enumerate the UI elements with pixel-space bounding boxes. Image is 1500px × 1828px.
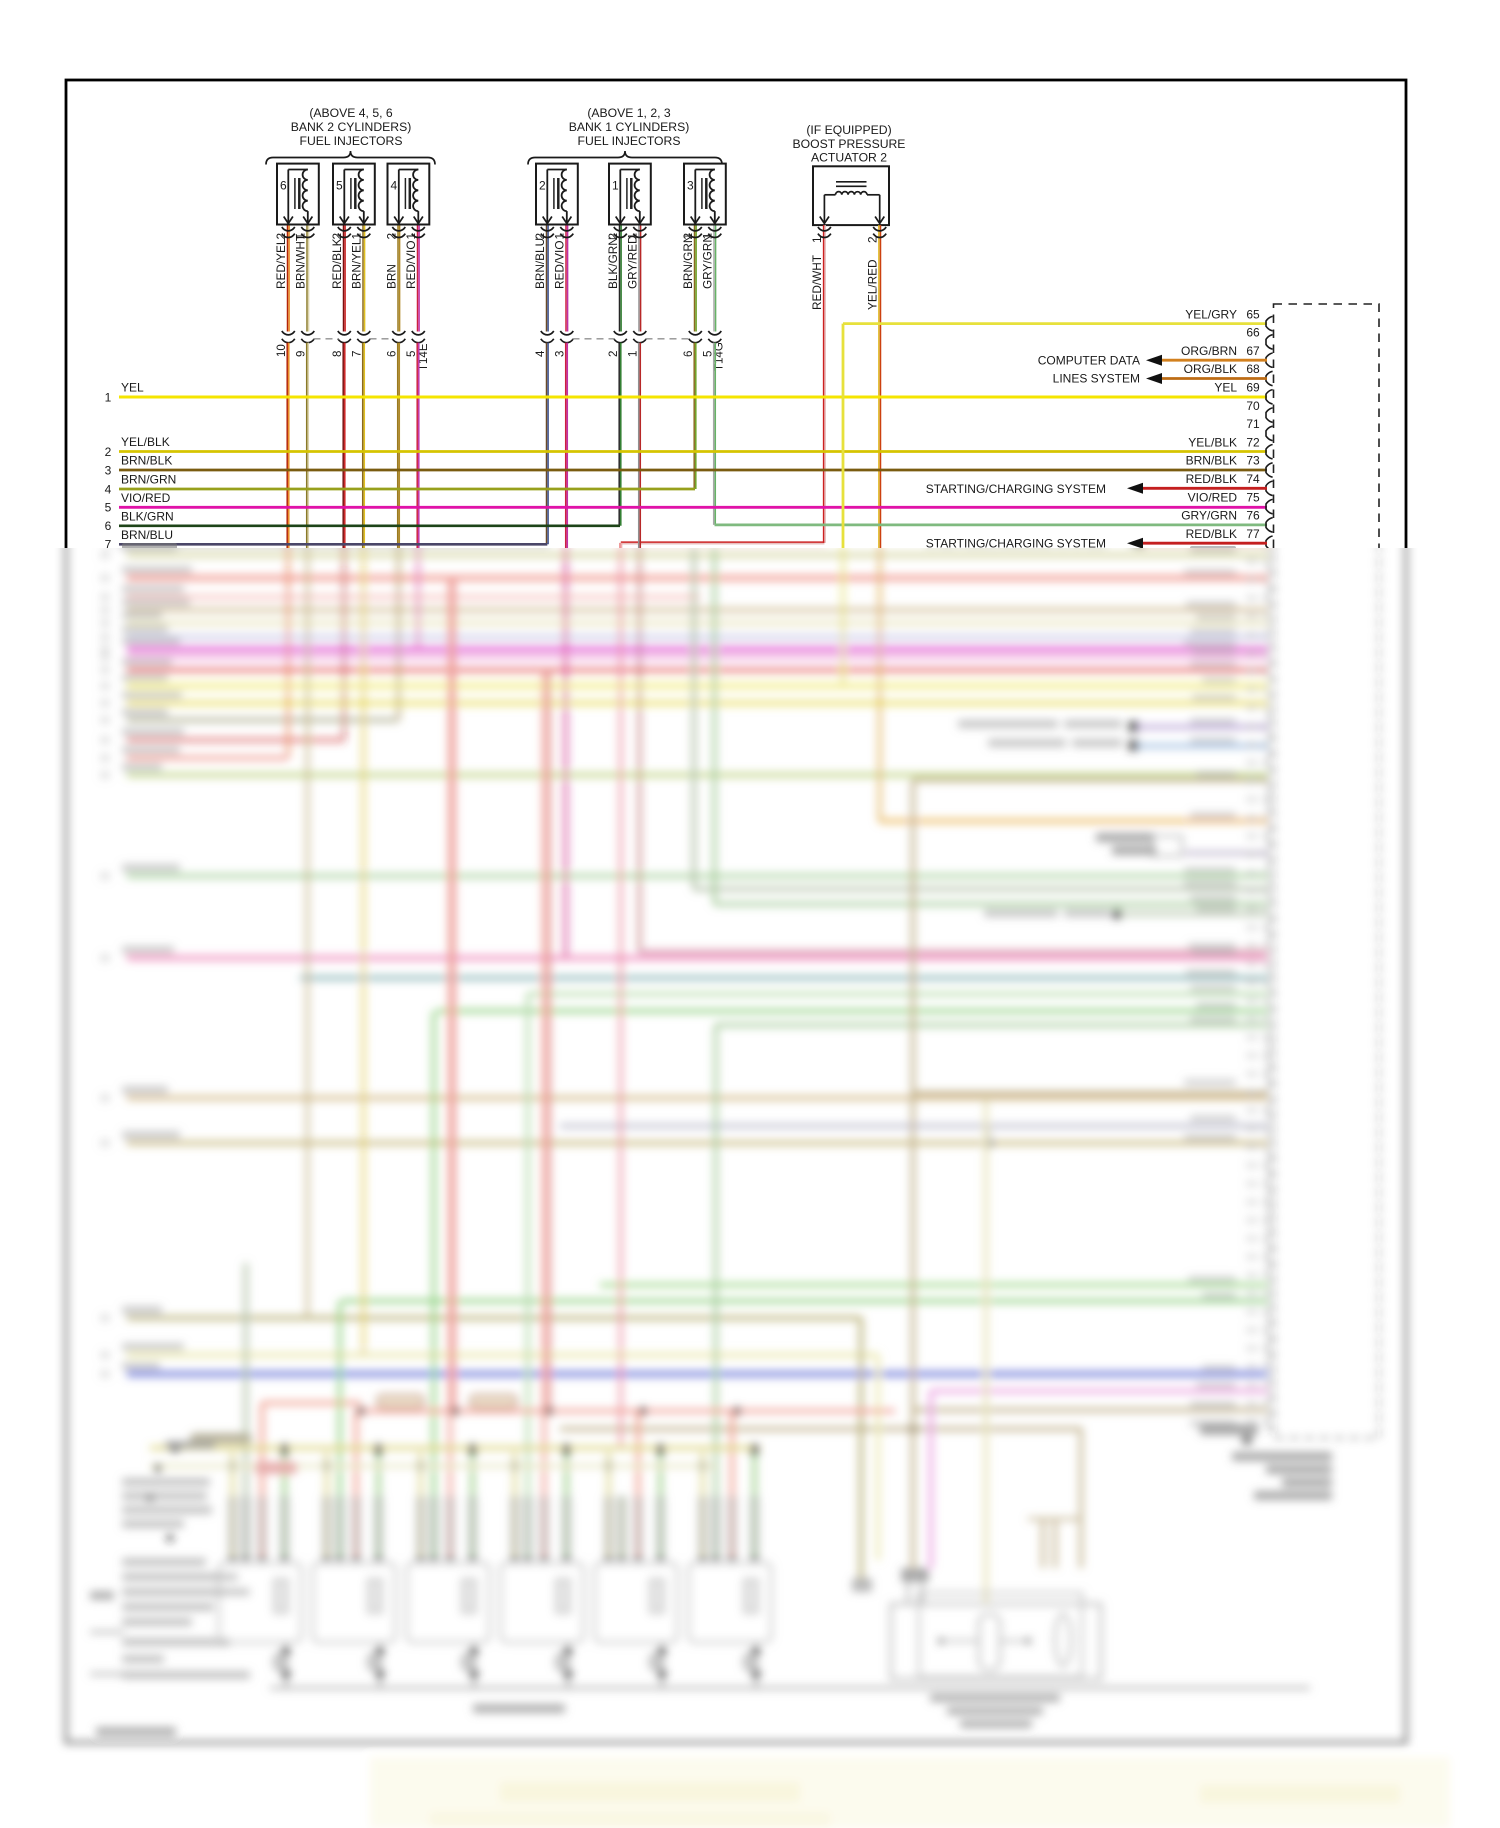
svg-text:2: 2 xyxy=(533,233,547,240)
svg-text:RED/BLK: RED/BLK xyxy=(330,238,344,289)
svg-text:BRN/GRN: BRN/GRN xyxy=(121,473,176,487)
svg-text:69: 69 xyxy=(1246,381,1260,395)
svg-text:BANK 1 CYLINDERS): BANK 1 CYLINDERS) xyxy=(569,120,690,134)
svg-text:2: 2 xyxy=(274,233,288,240)
svg-text:STARTING/CHARGING SYSTEM: STARTING/CHARGING SYSTEM xyxy=(926,537,1106,551)
svg-text:1: 1 xyxy=(105,390,112,404)
svg-text:66: 66 xyxy=(1246,326,1260,340)
svg-text:1: 1 xyxy=(553,233,567,240)
svg-text:68: 68 xyxy=(1246,362,1260,376)
svg-text:BRN/WHT: BRN/WHT xyxy=(294,234,308,289)
svg-text:5: 5 xyxy=(336,179,343,193)
svg-text:9: 9 xyxy=(295,351,307,357)
svg-text:BRN/BLK: BRN/BLK xyxy=(1186,454,1237,468)
svg-text:YEL/BLK: YEL/BLK xyxy=(121,435,170,449)
svg-text:70: 70 xyxy=(1246,399,1260,413)
svg-text:1: 1 xyxy=(294,233,308,240)
svg-text:T14G: T14G xyxy=(714,342,726,371)
svg-text:YEL: YEL xyxy=(1214,381,1237,395)
svg-text:1: 1 xyxy=(701,233,715,240)
svg-text:75: 75 xyxy=(1246,490,1260,504)
svg-text:4: 4 xyxy=(535,350,547,357)
svg-text:1: 1 xyxy=(612,179,619,193)
svg-text:ACTUATOR 2: ACTUATOR 2 xyxy=(811,151,887,165)
svg-text:6: 6 xyxy=(280,179,287,193)
svg-text:COMPUTER DATA: COMPUTER DATA xyxy=(1038,354,1140,368)
svg-text:7: 7 xyxy=(351,351,363,357)
svg-text:3: 3 xyxy=(687,179,694,193)
svg-text:74: 74 xyxy=(1246,472,1260,486)
svg-text:RED/BLK: RED/BLK xyxy=(1186,472,1237,486)
svg-text:YEL/BLK: YEL/BLK xyxy=(1188,435,1237,449)
svg-text:GRY/GRN: GRY/GRN xyxy=(1181,509,1237,523)
svg-text:1: 1 xyxy=(810,236,824,243)
svg-text:5: 5 xyxy=(406,351,418,357)
svg-text:67: 67 xyxy=(1246,344,1260,358)
svg-text:2: 2 xyxy=(105,445,112,459)
svg-text:(IF EQUIPPED): (IF EQUIPPED) xyxy=(806,123,891,137)
svg-text:RED/BLK: RED/BLK xyxy=(1186,527,1237,541)
svg-text:2: 2 xyxy=(681,233,695,240)
svg-text:6: 6 xyxy=(105,519,112,533)
svg-text:2: 2 xyxy=(608,351,620,357)
svg-text:4: 4 xyxy=(391,179,398,193)
svg-text:BRN/YEL: BRN/YEL xyxy=(350,238,364,289)
svg-text:ORG/BRN: ORG/BRN xyxy=(1181,344,1237,358)
svg-text:BANK 2 CYLINDERS): BANK 2 CYLINDERS) xyxy=(291,120,412,134)
svg-text:3: 3 xyxy=(554,351,566,357)
svg-text:(ABOVE 4, 5, 6: (ABOVE 4, 5, 6 xyxy=(309,106,393,120)
svg-text:BLK/GRN: BLK/GRN xyxy=(121,509,174,523)
svg-text:65: 65 xyxy=(1246,307,1260,321)
svg-text:YEL/GRY: YEL/GRY xyxy=(1185,307,1237,321)
svg-text:(ABOVE 1, 2, 3: (ABOVE 1, 2, 3 xyxy=(587,106,671,120)
svg-text:77: 77 xyxy=(1246,527,1260,541)
svg-text:VIO/RED: VIO/RED xyxy=(121,491,171,505)
svg-text:FUEL INJECTORS: FUEL INJECTORS xyxy=(578,134,681,148)
svg-text:STARTING/CHARGING SYSTEM: STARTING/CHARGING SYSTEM xyxy=(926,482,1106,496)
svg-text:VIO/RED: VIO/RED xyxy=(1188,490,1238,504)
svg-text:ORG/BLK: ORG/BLK xyxy=(1184,362,1237,376)
svg-text:BRN/BLK: BRN/BLK xyxy=(121,454,172,468)
svg-text:YEL: YEL xyxy=(121,381,144,395)
svg-text:5: 5 xyxy=(702,351,714,357)
svg-text:FUEL INJECTORS: FUEL INJECTORS xyxy=(300,134,403,148)
svg-text:10: 10 xyxy=(276,344,288,357)
svg-text:5: 5 xyxy=(105,501,112,515)
svg-text:72: 72 xyxy=(1246,435,1260,449)
svg-text:2: 2 xyxy=(539,179,546,193)
svg-text:76: 76 xyxy=(1246,509,1260,523)
svg-text:1: 1 xyxy=(627,351,639,357)
svg-text:RED/VIO: RED/VIO xyxy=(404,240,418,289)
svg-text:1: 1 xyxy=(404,233,418,240)
svg-text:1: 1 xyxy=(626,233,640,240)
svg-text:6: 6 xyxy=(386,351,398,357)
svg-text:71: 71 xyxy=(1246,417,1260,431)
svg-text:2: 2 xyxy=(385,233,399,240)
svg-text:3: 3 xyxy=(105,463,112,477)
svg-text:BLK/GRN: BLK/GRN xyxy=(606,237,620,289)
svg-text:GRY/RED: GRY/RED xyxy=(626,235,640,289)
svg-text:YEL/RED: YEL/RED xyxy=(866,260,880,310)
svg-text:8: 8 xyxy=(332,351,344,357)
svg-text:RED/VIO: RED/VIO xyxy=(553,240,567,289)
svg-text:BRN/BLU: BRN/BLU xyxy=(533,238,547,289)
svg-text:LINES SYSTEM: LINES SYSTEM xyxy=(1053,372,1140,386)
svg-text:1: 1 xyxy=(350,233,364,240)
svg-text:2: 2 xyxy=(330,233,344,240)
svg-text:BRN: BRN xyxy=(385,264,399,289)
svg-text:RED/WHT: RED/WHT xyxy=(810,255,824,310)
svg-text:4: 4 xyxy=(105,482,112,496)
svg-text:7: 7 xyxy=(105,538,112,552)
svg-text:BOOST PRESSURE: BOOST PRESSURE xyxy=(793,137,906,151)
svg-text:T14E: T14E xyxy=(418,343,430,371)
svg-text:2: 2 xyxy=(866,236,880,243)
svg-text:73: 73 xyxy=(1246,454,1260,468)
svg-text:2: 2 xyxy=(606,233,620,240)
svg-text:RED/YEL: RED/YEL xyxy=(274,238,288,289)
svg-text:6: 6 xyxy=(683,351,695,357)
svg-text:BRN/GRN: BRN/GRN xyxy=(681,235,695,289)
svg-text:BRN/BLU: BRN/BLU xyxy=(121,528,173,542)
svg-text:GRY/GRN: GRY/GRN xyxy=(701,234,715,289)
